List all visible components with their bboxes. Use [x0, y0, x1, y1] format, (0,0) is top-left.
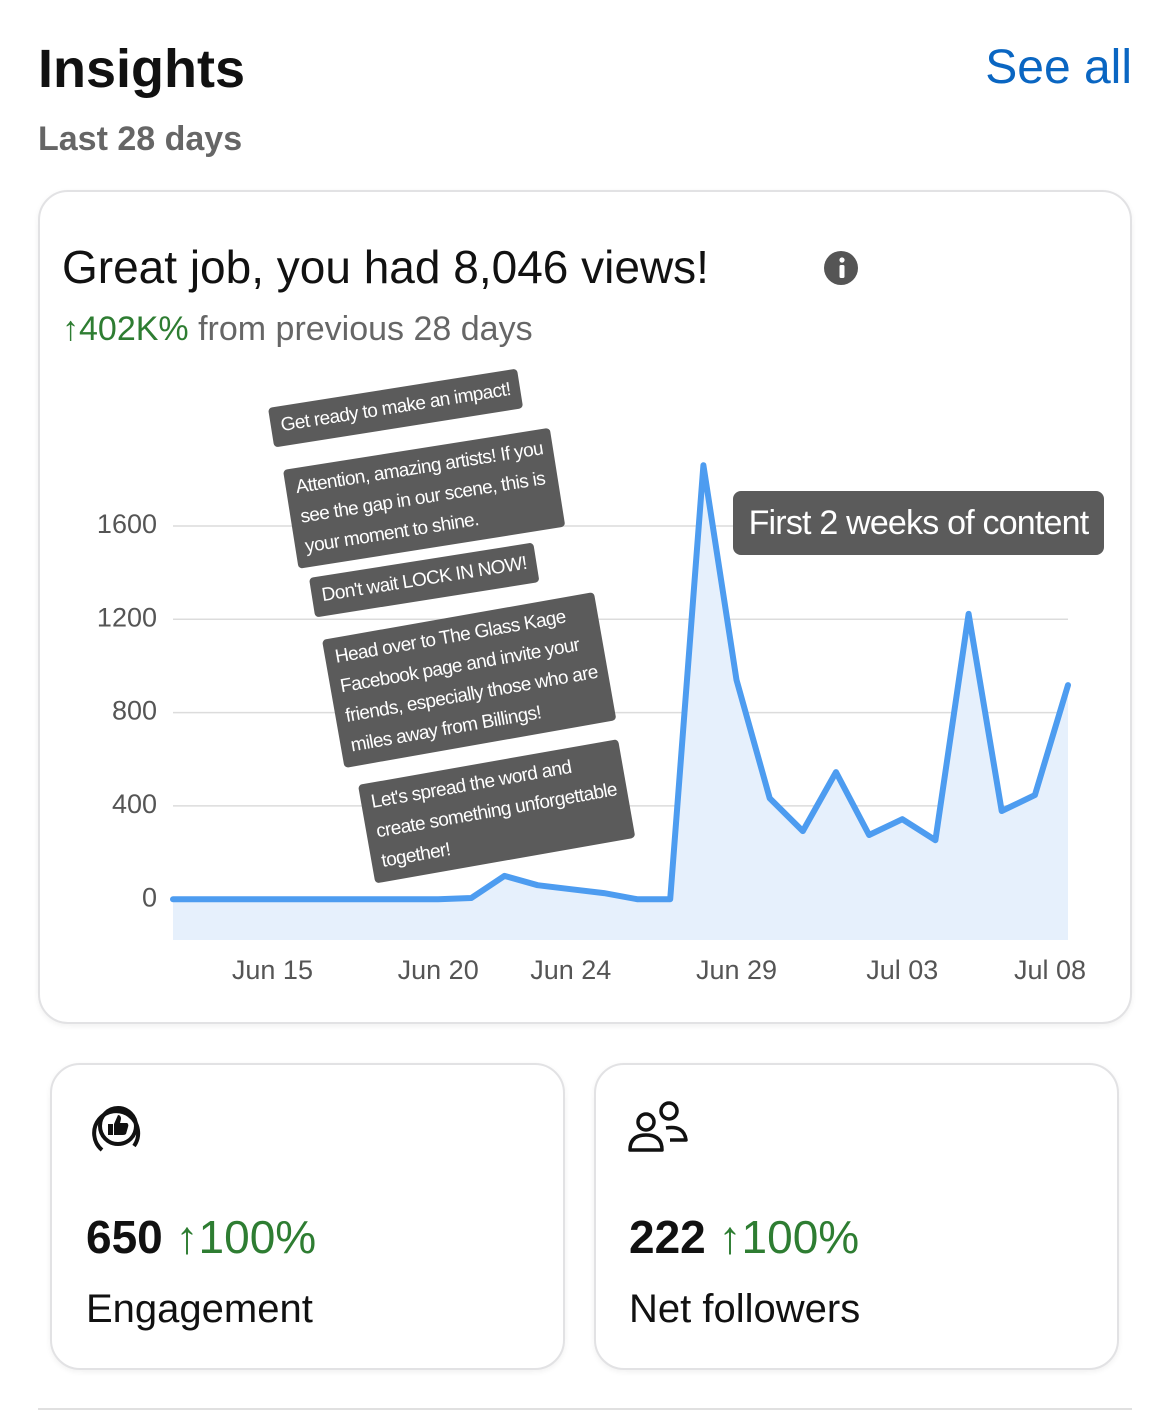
icon-circle	[98, 1106, 138, 1146]
x-tick-label: Jun 24	[530, 955, 611, 985]
see-all-link[interactable]: See all	[985, 41, 1132, 94]
y-tick-label: 1600	[97, 509, 157, 539]
y-tick-label: 800	[112, 696, 157, 726]
icon-head-2	[659, 1101, 679, 1121]
info-dot	[839, 257, 845, 263]
info-icon[interactable]	[823, 250, 859, 286]
stat-label: Net followers	[629, 1287, 861, 1331]
icon-body	[628, 1133, 664, 1152]
engagement-icon	[92, 1106, 141, 1152]
followers-icon	[628, 1101, 688, 1152]
icon-thumb	[108, 1124, 113, 1135]
callout: First 2 weeks of content	[733, 491, 1104, 555]
x-tick-label: Jul 08	[1014, 955, 1086, 985]
period-subtitle: Last 28 days	[38, 120, 243, 158]
stat-value: 222	[629, 1211, 706, 1263]
x-tick-label: Jul 03	[866, 955, 938, 985]
x-tick-label: Jun 20	[398, 955, 479, 985]
engagement-card[interactable]	[50, 1063, 565, 1370]
y-tick-label: 1200	[97, 602, 157, 632]
area	[173, 465, 1068, 940]
followers-stat: 222 ↑100%	[629, 1210, 859, 1264]
icon-ring	[92, 1109, 141, 1152]
engagement-stat: 650 ↑100%	[86, 1210, 316, 1264]
y-tick-label: 0	[142, 882, 157, 912]
followers-card[interactable]	[594, 1063, 1119, 1370]
icon-thumb-hand	[114, 1115, 129, 1135]
line	[170, 462, 1071, 903]
icon-body-2	[665, 1125, 688, 1142]
stat-value: 650	[86, 1211, 163, 1263]
x-tick-label: Jun 29	[696, 955, 777, 985]
page-title: Insights	[38, 39, 246, 99]
x-tick-label: Jun 15	[232, 955, 313, 985]
stat-label: Engagement	[86, 1287, 313, 1331]
views-change-line: ↑402K% from previous 28 days	[62, 310, 533, 349]
divider	[38, 1408, 1132, 1410]
y-tick-label: 400	[112, 789, 157, 819]
views-change: ↑402K%	[62, 310, 189, 348]
stat-change: ↑100%	[175, 1211, 317, 1263]
views-headline: Great job, you had 8,046 views!	[62, 241, 709, 293]
stat-change: ↑100%	[718, 1211, 860, 1263]
views-change-note: from previous 28 days	[198, 310, 533, 348]
icon-head	[636, 1112, 656, 1132]
info-stem	[839, 265, 845, 278]
